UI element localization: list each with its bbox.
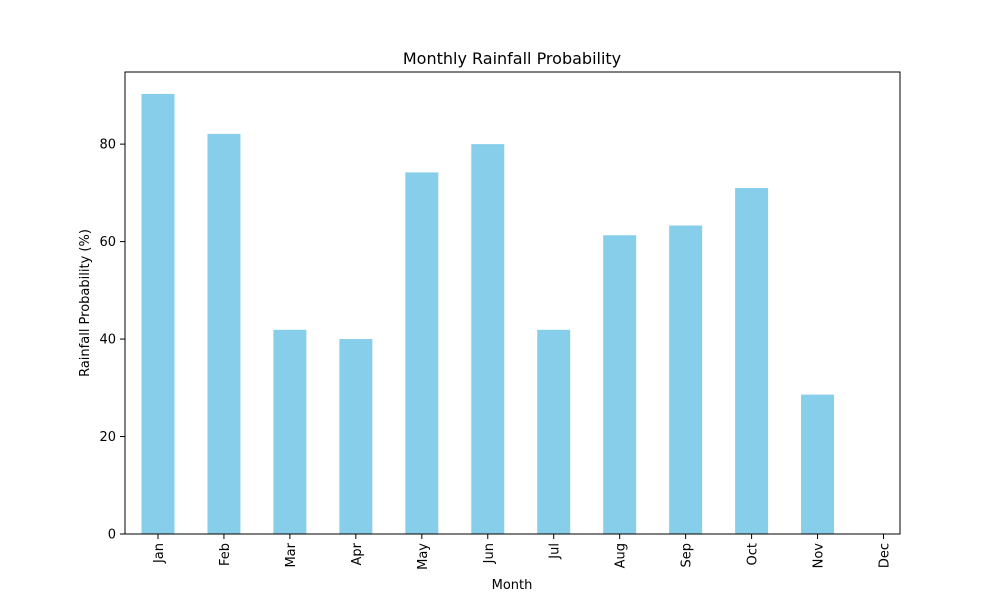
bar-oct [735, 187, 769, 535]
bar-mar [273, 329, 307, 534]
plot-area-frame [124, 71, 901, 535]
bars-group [141, 93, 835, 535]
x-tick-label-jun: Jun [482, 543, 497, 564]
bar-may [405, 172, 439, 534]
x-tick-label-apr: Apr [350, 542, 365, 565]
bar-sep [669, 225, 703, 534]
x-tick-label-jan: Jan [152, 543, 167, 564]
x-tick-label-mar: Mar [284, 542, 299, 567]
bar-jan [141, 93, 175, 535]
x-axis: Jan Feb Mar Apr May Jun Jul Aug Sep Oct Nov Dec [152, 534, 893, 570]
x-tick-label-may: May [416, 543, 431, 570]
x-tick-label-nov: Nov [812, 543, 827, 569]
y-tick-label: 40 [99, 333, 116, 348]
bar-jul [537, 329, 571, 534]
x-tick-label-oct: Oct [746, 543, 761, 565]
y-tick-label: 20 [99, 430, 116, 445]
chart-title: Monthly Rainfall Probability [403, 49, 621, 68]
bar-apr [339, 339, 373, 534]
y-tick-label: 80 [99, 138, 116, 153]
y-tick-label: 60 [99, 235, 116, 250]
x-tick-label-sep: Sep [680, 543, 695, 568]
x-tick-label-aug: Aug [614, 543, 629, 568]
x-tick-label-feb: Feb [218, 543, 233, 566]
bar-jun [471, 144, 505, 534]
x-tick-label-jul: Jul [548, 543, 563, 560]
y-axis: 0 20 40 60 80 [99, 138, 125, 543]
bar-feb [207, 133, 241, 534]
x-axis-label: Month [492, 578, 533, 593]
bar-nov [801, 394, 835, 534]
bar-aug [603, 235, 637, 534]
y-axis-label: Rainfall Probability (%) [78, 229, 93, 377]
x-tick-label-dec: Dec [878, 543, 893, 568]
y-tick-label: 0 [108, 528, 116, 543]
